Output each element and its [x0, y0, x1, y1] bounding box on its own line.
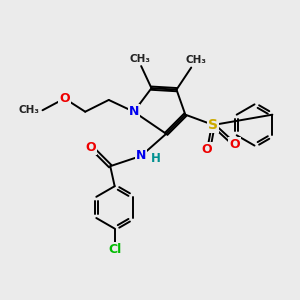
Text: O: O — [230, 138, 240, 151]
Text: H: H — [151, 152, 161, 165]
Text: N: N — [136, 149, 146, 162]
Text: Cl: Cl — [108, 243, 121, 256]
Text: CH₃: CH₃ — [185, 55, 206, 65]
Text: S: S — [208, 118, 218, 132]
Text: CH₃: CH₃ — [129, 54, 150, 64]
Text: O: O — [201, 143, 212, 157]
Text: O: O — [86, 141, 96, 154]
Text: CH₃: CH₃ — [19, 105, 40, 115]
Text: O: O — [59, 92, 70, 105]
Text: N: N — [129, 105, 139, 118]
